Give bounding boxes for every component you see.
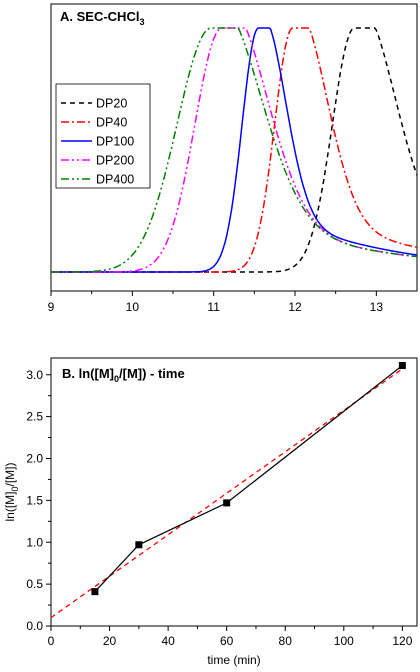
panel-b-frame <box>50 357 418 627</box>
panel-a-title: A. SEC-CHCl3 <box>60 9 144 27</box>
x-tick-label: 120 <box>392 634 412 648</box>
panel-a-curves <box>51 27 418 273</box>
curve-dp400 <box>51 27 418 273</box>
data-point <box>91 588 99 596</box>
x-tick-label: 10 <box>126 300 140 314</box>
panel-b-title: B. ln([M]0/[M]) - time <box>62 366 185 384</box>
x-tick-label: 40 <box>161 634 175 648</box>
x-tick-label: 0 <box>48 634 55 648</box>
data-point <box>135 541 143 549</box>
panel-a-frame <box>50 3 418 292</box>
panel-a-legend: DP20 DP40 DP100 DP200 DP400 <box>55 83 151 189</box>
data-point <box>223 499 231 507</box>
data-point <box>398 362 406 370</box>
x-tick-label: 20 <box>103 634 117 648</box>
panel-b-data-series <box>91 362 406 596</box>
x-axis-label: time (min) <box>207 653 260 667</box>
y-tick-label: 2.0 <box>26 452 43 466</box>
legend-label-dp20: DP20 <box>96 97 127 111</box>
y-tick-label: 1.0 <box>26 535 43 549</box>
panel-a-x-axis: 9 10 11 12 13 <box>48 291 384 314</box>
legend-label-dp200: DP200 <box>96 154 134 168</box>
legend-label-dp40: DP40 <box>96 116 127 130</box>
y-tick-label: 0.5 <box>26 577 43 591</box>
legend-label-dp100: DP100 <box>96 135 134 149</box>
legend-label-dp400: DP400 <box>96 173 134 187</box>
panel-b-axes: 0 20 40 60 80 100 120 0.0 0.5 1.0 1.5 2.0 2.5 3.0 <box>26 368 412 648</box>
x-tick-label: 9 <box>48 300 55 314</box>
x-tick-label: 12 <box>288 300 302 314</box>
y-axis-label: ln([M]0/[M]) <box>3 462 20 521</box>
y-tick-label: 0.0 <box>26 619 43 633</box>
curve-dp20 <box>51 27 418 273</box>
x-tick-label: 60 <box>220 634 234 648</box>
x-tick-label: 100 <box>334 634 354 648</box>
curve-dp100 <box>51 27 418 273</box>
x-tick-label: 11 <box>207 300 220 314</box>
legend-box <box>55 83 151 189</box>
y-tick-label: 2.5 <box>26 410 43 424</box>
y-tick-label: 1.5 <box>26 493 43 507</box>
panel-b-kinetics-chart: B. ln([M]0/[M]) - time 0 20 40 60 80 100 120 0.… <box>3 357 418 667</box>
x-tick-label: 13 <box>370 300 384 314</box>
panel-a-sec-chart: A. SEC-CHCl3 9 10 11 12 13 DP20DP40DP100DP20… <box>48 3 418 314</box>
data-connecting-line <box>94 365 403 593</box>
x-tick-label: 80 <box>279 634 293 648</box>
y-tick-label: 3.0 <box>26 368 43 382</box>
